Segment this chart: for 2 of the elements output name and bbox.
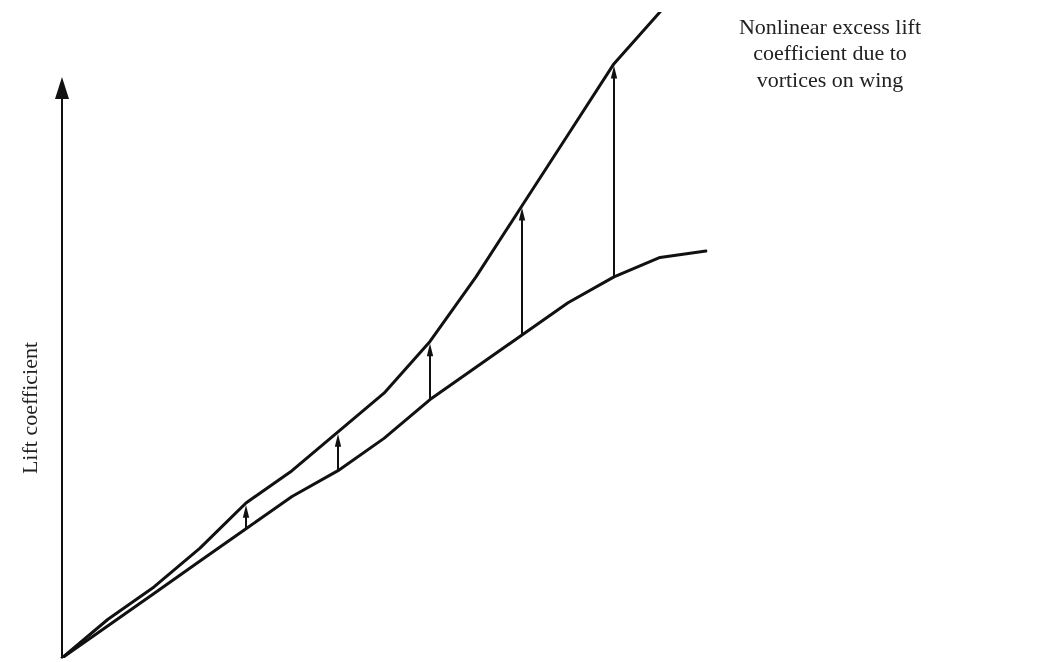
y-axis-title: Lift coefficient [17,340,43,477]
text: Nonlinear excess lift coefficient due to vortices on wing [737,14,923,94]
